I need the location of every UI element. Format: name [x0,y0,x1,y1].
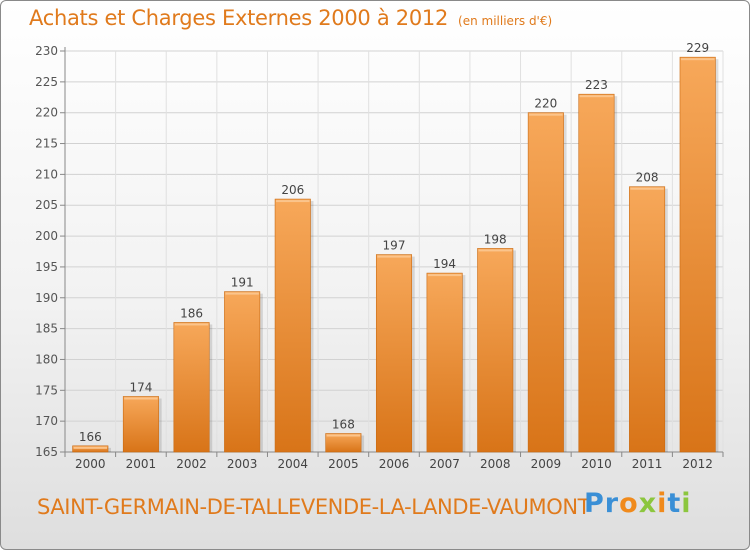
bar-highlight [630,187,664,190]
bar-2004 [274,198,311,453]
data-label: 174 [129,380,152,394]
bar-2001 [122,396,159,453]
x-tick-label: 2011 [632,457,663,471]
bar-highlight [680,58,715,61]
bar-highlight [73,446,108,449]
x-tick-label: 2007 [429,457,460,471]
x-tick-label: 2010 [581,457,612,471]
bar-highlight [427,274,462,277]
bar-2000 [72,445,109,453]
bar-2003 [224,291,261,453]
bar-2012 [679,56,716,453]
x-tick-label: 2004 [277,457,308,471]
bar-highlight [377,255,411,258]
y-tick-label: 180 [35,352,58,366]
bar-2010 [578,93,615,453]
proxiti-logo[interactable]: Proxiti [584,488,692,519]
commune-name: SAINT-GERMAIN-DE-TALLEVENDE-LA-LANDE-VAU… [37,495,591,519]
bar-highlight [225,292,259,295]
data-label: 186 [180,306,203,320]
data-label: 229 [686,41,709,55]
unit-note: (en milliers d'€) [458,14,553,28]
data-label: 220 [534,97,557,111]
x-tick-label: 2008 [480,457,511,471]
x-tick-label: 2006 [379,457,410,471]
y-tick-label: 210 [35,167,58,181]
x-tick-label: 2012 [682,457,713,471]
y-tick-label: 220 [35,106,58,120]
y-tick-label: 170 [35,414,58,428]
x-tick-label: 2003 [227,457,258,471]
bar-2009 [527,112,564,453]
axis-layer: 165 170 175 180 185 190 195 200 205 210 215 220 225 2… [35,44,724,459]
y-tick-label: 215 [35,137,58,151]
bar-highlight [579,95,614,98]
x-tick-label: 2000 [75,457,106,471]
y-tick-label: 165 [35,445,58,459]
data-label: 194 [433,257,456,271]
y-tick-label: 225 [35,75,58,89]
bar-highlight [478,249,512,252]
data-label: 168 [332,417,355,431]
data-label: 198 [484,232,507,246]
data-label: 191 [231,276,254,290]
bar-2008 [477,248,514,453]
x-tick-label: 2005 [328,457,359,471]
y-tick-label: 175 [35,383,58,397]
y-tick-label: 195 [35,260,58,274]
y-tick-label: 185 [35,322,58,336]
x-tick-label: 2001 [126,457,157,471]
bar-2005 [325,433,362,453]
bar-highlight [529,113,563,116]
data-label: 197 [383,239,406,253]
x-tick-label: 2002 [176,457,207,471]
y-tick-label: 205 [35,198,58,212]
y-tick-label: 190 [35,291,58,305]
chart-title: Achats et Charges Externes 2000 à 2012 [29,6,449,30]
bar-layer [72,56,719,453]
bar-highlight [276,200,310,203]
data-label: 208 [636,171,659,185]
y-tick-label: 200 [35,229,58,243]
bar-highlight [124,397,158,400]
data-label: 223 [585,78,608,92]
bar-highlight [174,323,209,326]
bar-2011 [629,186,666,453]
bar-2002 [173,322,210,453]
title-row: Achats et Charges Externes 2000 à 2012 (e… [29,6,552,30]
y-tick-label: 230 [35,44,58,58]
data-label: 206 [281,183,304,197]
label-layer: 166 2000 174 2001 186 2002 191 2003 206 2004 168 20… [75,41,713,471]
x-tick-label: 2009 [531,457,562,471]
bar-2007 [426,272,463,453]
bar-highlight [326,434,361,437]
bar-2006 [375,254,413,453]
data-label: 166 [79,430,102,444]
